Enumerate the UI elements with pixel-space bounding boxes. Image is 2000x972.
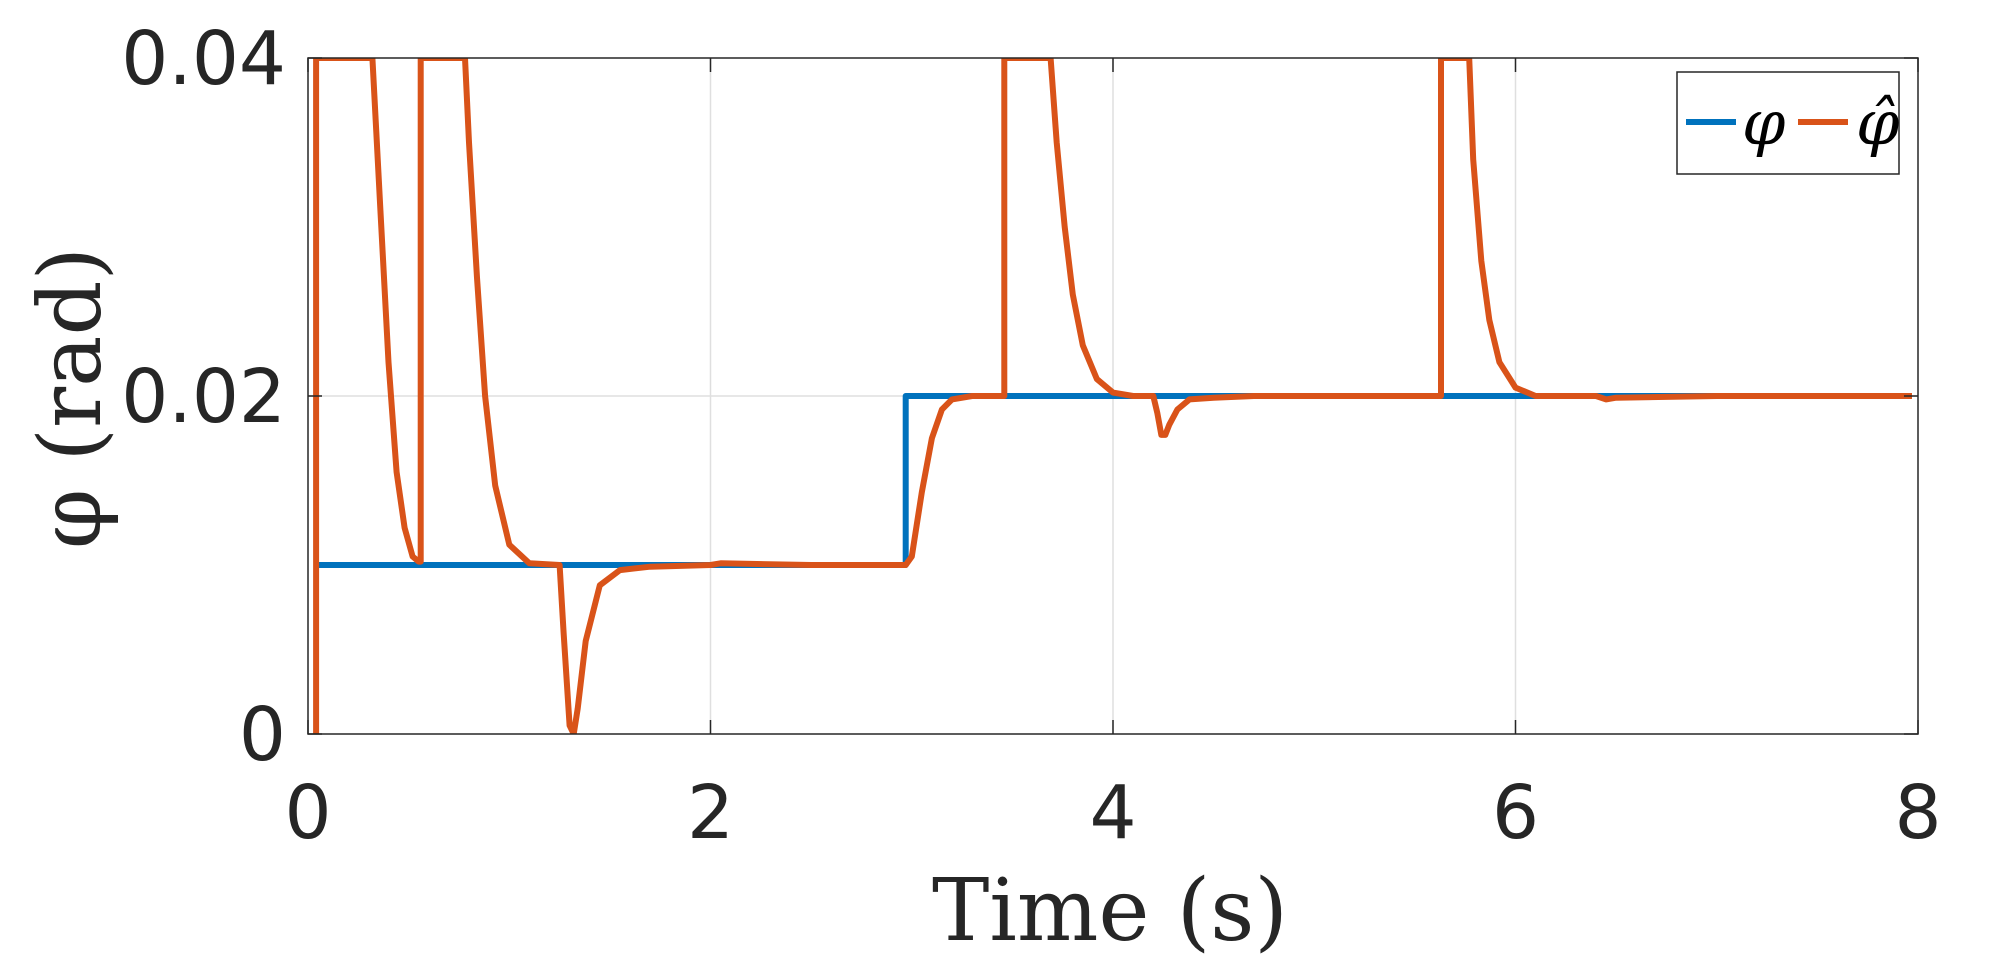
x-tick-label: 0	[284, 770, 331, 856]
tick-labels: 0 2 4 6 8 0 0.02 0.04	[121, 16, 1941, 856]
x-tick-label: 2	[687, 770, 734, 856]
y-tick-label: 0.04	[121, 16, 286, 102]
y-tick-label: 0	[239, 692, 286, 778]
series-layer	[313, 58, 1912, 734]
legend: φ φ̂	[1676, 71, 1900, 175]
ticks	[307, 57, 1919, 735]
x-tick-label: 6	[1492, 770, 1539, 856]
legend-label-phi: φ	[1742, 86, 1786, 159]
x-axis-label: Time (s)	[932, 861, 1288, 961]
y-tick-label: 0.02	[121, 354, 286, 440]
y-axis-label: φ (rad)	[21, 247, 121, 549]
series-phi-hat-line	[313, 58, 1912, 734]
x-tick-label: 8	[1894, 770, 1941, 856]
x-tick-label: 4	[1089, 770, 1136, 856]
legend-label-phi-hat: φ̂	[1856, 86, 1900, 159]
